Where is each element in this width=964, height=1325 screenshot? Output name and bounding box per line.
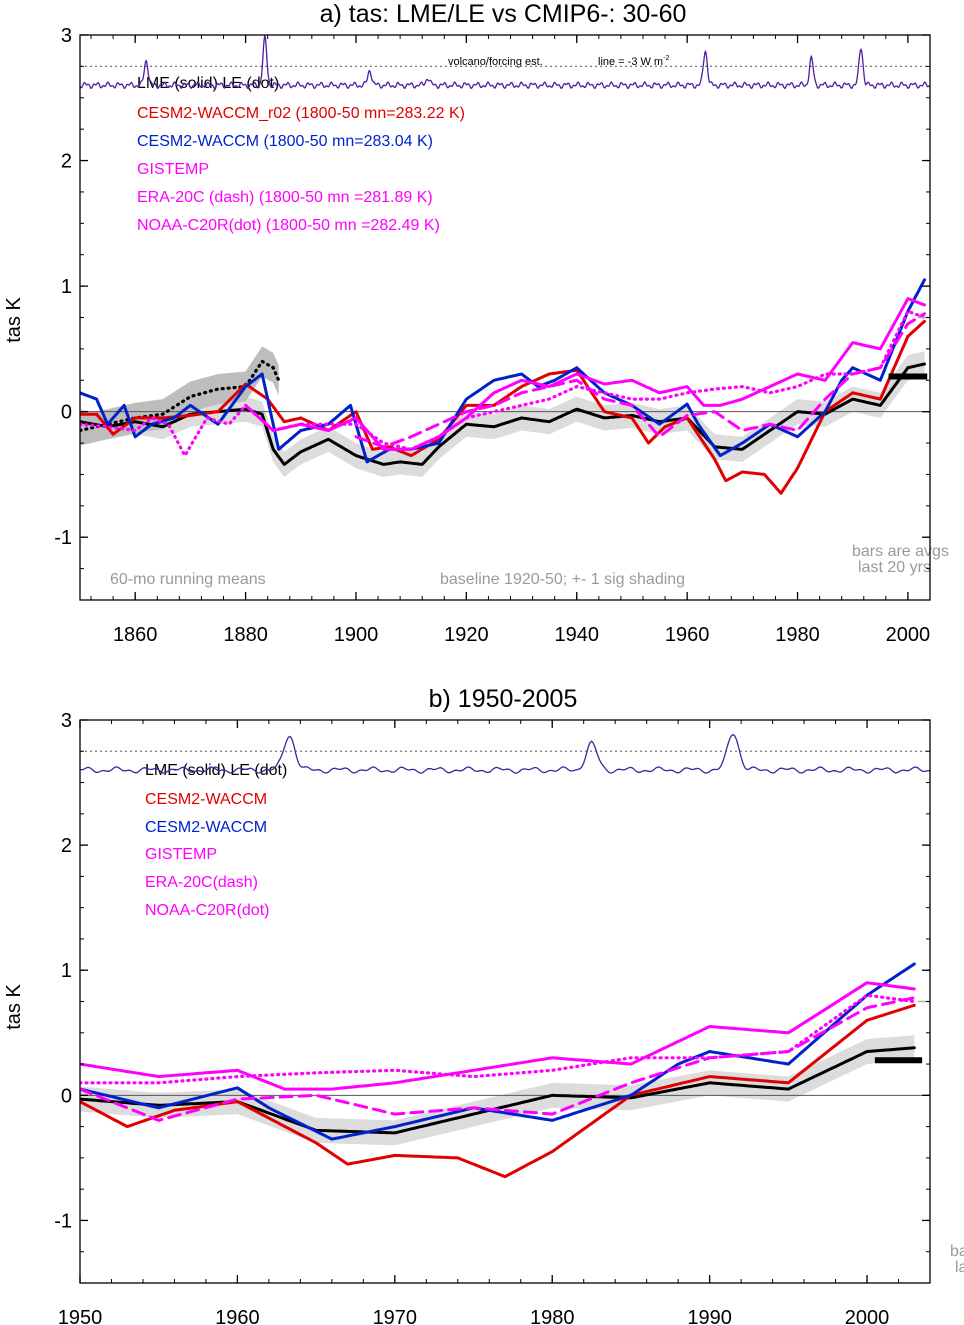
panel-b-bars-note-2: la — [955, 1259, 964, 1276]
volcano-forcing-line — [80, 733, 930, 774]
line-note-text: line = -3 W m — [598, 56, 663, 68]
ytick-label: 2 — [61, 151, 72, 173]
panel-b-ylabel: tas K — [3, 984, 25, 1030]
xtick-label: 2000 — [845, 1307, 890, 1325]
panel-a-bars-note-2: last 20 yrs — [858, 559, 931, 576]
xtick-label: 1880 — [223, 624, 268, 646]
plot-inner-a — [80, 35, 930, 495]
panel-a-line-note: line = -3 W m-2 — [598, 55, 669, 68]
panel-a-footnote-left: 60-mo running means — [110, 571, 266, 588]
series-cesm2-waccm-r02-b — [80, 1003, 916, 1179]
legend-b-3: GISTEMP — [145, 846, 217, 863]
panel-a: a) tas: LME/LE vs CMIP6-: 30-60 tas K vo… — [3, 0, 949, 588]
legend-b-0: LME (solid) LE (dot) — [145, 762, 287, 779]
xtick-label: 1940 — [555, 624, 600, 646]
panel-b-title: b) 1950-2005 — [429, 685, 578, 713]
xtick-label: 2000 — [886, 624, 931, 646]
ytick-label: 3 — [61, 25, 72, 47]
ytick-label: 0 — [61, 402, 72, 424]
ytick-label: 0 — [61, 1085, 72, 1107]
panel-a-title: a) tas: LME/LE vs CMIP6-: 30-60 — [320, 0, 687, 28]
xtick-label: 1960 — [665, 624, 710, 646]
ytick-label: 3 — [61, 710, 72, 732]
series-era-20c-b — [80, 996, 916, 1122]
xtick-label: 1920 — [444, 624, 489, 646]
series-noaa-c20r-b — [80, 993, 916, 1085]
legend-a-2: CESM2-WACCM (1800-50 mn=283.04 K) — [137, 133, 433, 150]
plot-area-a: -1 0 1 2 3 1860 1880 1900 1920 1940 1960 1980 2000 — [54, 25, 931, 646]
legend-b-2: CESM2-WACCM — [145, 819, 267, 836]
ytick-label: 1 — [61, 960, 72, 982]
xtick-label: 1960 — [215, 1307, 260, 1325]
series-gistemp-a — [244, 297, 926, 451]
legend-a-1: CESM2-WACCM_r02 (1800-50 mn=283.22 K) — [137, 105, 465, 122]
ytick-label: 2 — [61, 835, 72, 857]
ytick-label: 1 — [61, 276, 72, 298]
series-lme-a — [80, 362, 926, 466]
xtick-label: 1980 — [775, 624, 820, 646]
series-era-20c-a — [354, 312, 926, 449]
ytick-label: -1 — [54, 1210, 72, 1232]
xtick-label: 1860 — [113, 624, 158, 646]
panel-b-bars-note-1: ba — [950, 1243, 964, 1260]
line-note-sup: -2 — [663, 55, 669, 62]
panel-a-volcano-note: volcano/forcing est. — [448, 56, 543, 68]
legend-a-4: ERA-20C (dash) (1800-50 mn =281.89 K) — [137, 189, 433, 206]
legend-a-0: LME (solid) LE (dot) — [137, 75, 279, 92]
xtick-label: 1980 — [530, 1307, 575, 1325]
legend-a-5: NOAA-C20R(dot) (1800-50 mn =282.49 K) — [137, 217, 440, 234]
ytick-label: -1 — [54, 527, 72, 549]
legend-b-1: CESM2-WACCM — [145, 791, 267, 808]
series-cesm2-waccm-b — [80, 962, 916, 1141]
volcano-forcing-line — [80, 35, 930, 90]
xtick-label: 1970 — [373, 1307, 418, 1325]
series-cesm2-waccm-r02-a — [80, 319, 926, 495]
legend-b-4: ERA-20C(dash) — [145, 874, 258, 891]
legend-b-5: NOAA-C20R(dot) — [145, 902, 269, 919]
panel-b: b) 1950-2005 tas K LME (solid) LE (dot) … — [3, 685, 964, 1276]
xtick-label: 1900 — [334, 624, 379, 646]
panel-a-footnote-mid: baseline 1920-50; +- 1 sig shading — [440, 571, 685, 588]
panel-a-bars-note-1: bars are avgs — [852, 543, 949, 560]
plot-area-b: -1 0 1 2 3 1950 1960 1970 1980 1990 2000 — [54, 710, 931, 1325]
series-gistemp-b — [80, 981, 916, 1091]
legend-a-3: GISTEMP — [137, 161, 209, 178]
series-noaa-c20r-a — [80, 309, 927, 458]
panel-a-ylabel: tas K — [3, 297, 25, 343]
xtick-label: 1990 — [687, 1307, 732, 1325]
plot-inner-b — [80, 733, 930, 1179]
xtick-label: 1950 — [58, 1307, 103, 1325]
